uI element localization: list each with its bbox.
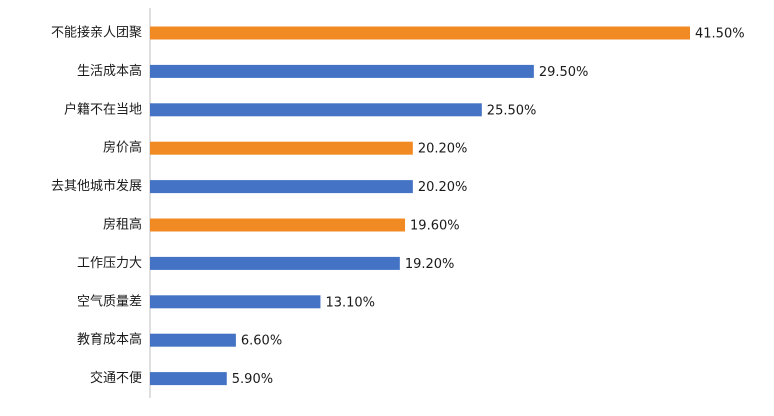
bar <box>150 218 406 232</box>
category-label: 去其他城市发展 <box>51 178 142 194</box>
value-label: 20.20% <box>418 142 468 157</box>
value-labels: 41.50% 29.50% 25.50% 20.20% 20.20% 19.60% 19.2… <box>232 27 745 388</box>
value-label: 19.60% <box>410 219 460 234</box>
bar <box>150 180 413 194</box>
bars <box>150 26 690 386</box>
category-label: 工作压力大 <box>77 256 142 271</box>
category-label: 生活成本高 <box>77 63 142 79</box>
bar <box>150 372 227 386</box>
category-label: 空气质量差 <box>77 293 142 309</box>
category-label: 教育成本高 <box>77 332 142 348</box>
category-label: 不能接亲人团聚 <box>51 25 142 41</box>
value-label: 13.10% <box>325 295 375 310</box>
value-label: 19.20% <box>405 257 455 272</box>
value-label: 29.50% <box>539 65 589 80</box>
value-label: 6.60% <box>241 334 282 349</box>
bar <box>150 141 413 155</box>
value-label: 5.90% <box>232 372 273 387</box>
category-label: 户籍不在当地 <box>64 101 142 117</box>
bar <box>150 295 321 309</box>
value-label: 20.20% <box>418 180 468 195</box>
category-label: 房价高 <box>103 140 142 156</box>
bar <box>150 64 534 78</box>
category-label: 房租高 <box>103 217 142 233</box>
bar <box>150 26 690 40</box>
bar <box>150 256 400 270</box>
category-label: 交通不便 <box>90 370 142 386</box>
bar <box>150 333 236 347</box>
value-label: 41.50% <box>695 27 745 42</box>
category-labels: 不能接亲人团聚生活成本高户籍不在当地房价高去其他城市发展房租高工作压力大空气质量… <box>51 25 142 387</box>
value-label: 25.50% <box>487 103 537 118</box>
bar <box>150 103 482 117</box>
